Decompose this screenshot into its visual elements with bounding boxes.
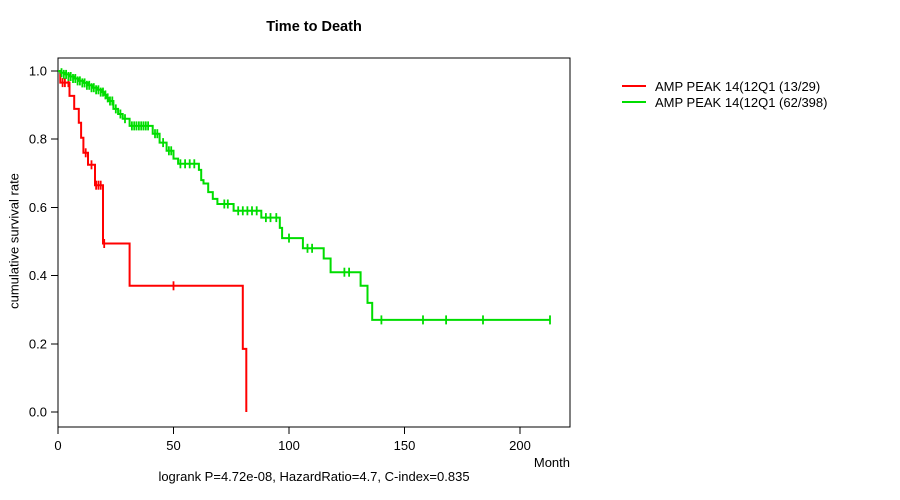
- x-tick-label: 100: [278, 438, 300, 453]
- y-tick-label: 0.0: [29, 405, 47, 420]
- legend-label: AMP PEAK 14(12Q1 (13/29): [655, 78, 821, 94]
- survival-curve-1: [58, 70, 550, 321]
- legend: AMP PEAK 14(12Q1 (13/29) AMP PEAK 14(12Q…: [622, 78, 828, 110]
- legend-line-swatch-red: [622, 85, 646, 87]
- y-tick-label: 0.8: [29, 132, 47, 147]
- stats-annotation: logrank P=4.72e-08, HazardRatio=4.7, C-i…: [158, 469, 470, 484]
- legend-item-group1: AMP PEAK 14(12Q1 (13/29): [622, 78, 827, 94]
- x-tick-label: 150: [394, 438, 416, 453]
- x-tick-label: 50: [166, 438, 180, 453]
- x-tick-label: 200: [509, 438, 531, 453]
- y-tick-label: 0.4: [29, 268, 47, 283]
- legend-label: AMP PEAK 14(12Q1 (62/398): [655, 94, 828, 110]
- legend-item-group2: AMP PEAK 14(12Q1 (62/398): [622, 94, 828, 110]
- legend-line-swatch-green: [622, 101, 646, 103]
- y-axis-title: cumulative survival rate: [6, 173, 22, 309]
- y-tick-label: 0.2: [29, 336, 47, 351]
- plot-box: [57, 57, 571, 428]
- x-axis-title: Month: [533, 455, 570, 470]
- x-tick-label: 0: [54, 438, 61, 453]
- y-tick-label: 0.6: [29, 200, 47, 215]
- survival-curve-0: [58, 70, 248, 412]
- chart-title: Time to Death: [266, 19, 362, 35]
- y-tick-label: 1.0: [29, 64, 47, 79]
